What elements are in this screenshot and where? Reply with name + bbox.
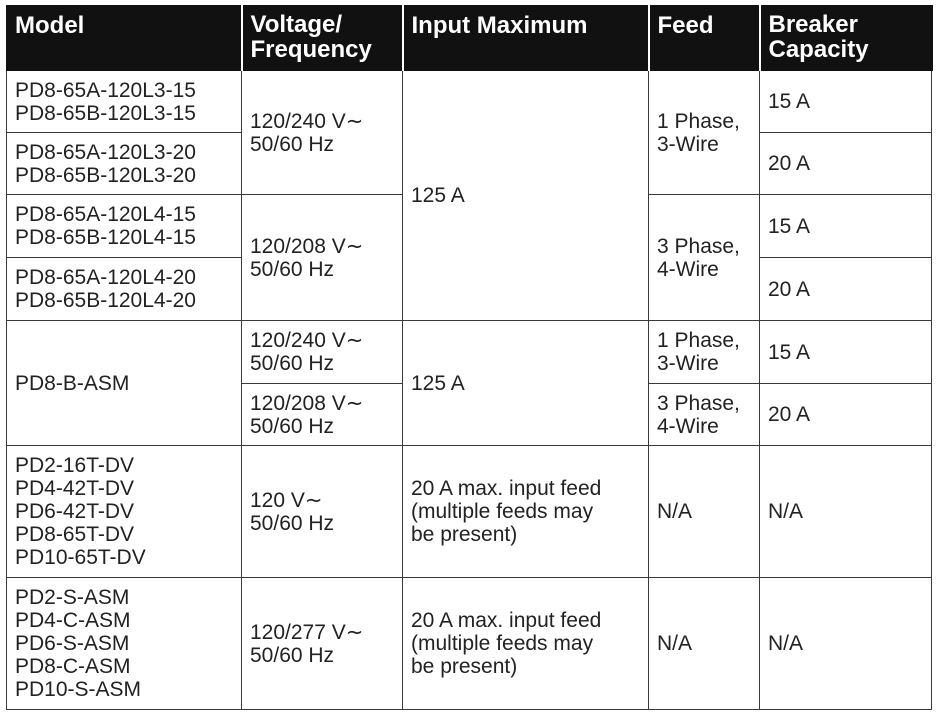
feed-cell: N/A	[648, 445, 760, 578]
voltage-cell: 120/277 V∼ 50/60 Hz	[241, 577, 403, 710]
feed-cell: N/A	[648, 577, 760, 710]
feed-cell: 1 Phase, 3-Wire	[648, 70, 760, 195]
header-input-maximum: Input Maximum	[402, 5, 650, 71]
voltage-cell: 120/240 V∼ 50/60 Hz	[241, 70, 403, 195]
input-cell: 125 A	[402, 70, 649, 321]
input-cell: 125 A	[402, 320, 649, 446]
breaker-cell: N/A	[759, 577, 932, 710]
model-cell: PD8-B-ASM	[6, 320, 242, 446]
table-row: PD2-S-ASM PD4-C-ASM PD6-S-ASM PD8-C-ASM PD10…	[6, 577, 932, 710]
voltage-cell: 120/208 V∼ 50/60 Hz	[241, 194, 403, 321]
model-cell: PD8-65A-120L3-15 PD8-65B-120L3-15	[6, 70, 242, 133]
breaker-cell: 20 A	[759, 383, 932, 446]
table-row: PD8-B-ASM 120/240 V∼ 50/60 Hz 125 A 1 Pha…	[6, 320, 932, 446]
model-cell: PD2-S-ASM PD4-C-ASM PD6-S-ASM PD8-C-ASM PD10…	[6, 577, 242, 710]
input-cell: 20 A max. input feed (multiple feeds may b…	[402, 445, 649, 578]
model-cell: PD8-65A-120L4-20 PD8-65B-120L4-20	[6, 257, 242, 321]
table-row: PD8-65A-120L4-20 PD8-65B-120L4-20 20 A	[6, 257, 932, 321]
voltage-cell: 120 V∼ 50/60 Hz	[241, 445, 403, 578]
breaker-cell: N/A	[759, 445, 932, 578]
table-row: PD8-65A-120L4-15 PD8-65B-120L4-15 120/208…	[6, 194, 932, 321]
header-feed: Feed	[648, 5, 761, 71]
header-row: Model Voltage/Frequency Input Maximum Fe…	[6, 5, 933, 71]
feed-cell: 3 Phase, 4-Wire	[648, 383, 760, 446]
power-spec-table: Model Voltage/Frequency Input Maximum Fe…	[6, 5, 933, 710]
model-cell: PD2-16T-DV PD4-42T-DV PD6-42T-DV PD8-65T-DV…	[6, 445, 242, 578]
voltage-cell: 120/208 V∼ 50/60 Hz	[241, 383, 403, 446]
feed-cell: 1 Phase, 3-Wire	[648, 320, 760, 384]
header-voltage: Voltage/Frequency	[241, 5, 404, 71]
breaker-cell: 15 A	[759, 194, 932, 258]
table-row: PD8-65A-120L3-20 PD8-65B-120L3-20 20 A	[6, 132, 932, 195]
breaker-cell: 15 A	[759, 320, 932, 384]
feed-cell: 3 Phase, 4-Wire	[648, 194, 760, 321]
breaker-cell: 20 A	[759, 257, 932, 321]
model-cell: PD8-65A-120L4-15 PD8-65B-120L4-15	[6, 194, 242, 258]
header-breaker-capacity: Breaker Capacity	[759, 5, 933, 71]
header-model: Model	[6, 5, 243, 71]
breaker-cell: 15 A	[759, 70, 932, 133]
table-row: PD2-16T-DV PD4-42T-DV PD6-42T-DV PD8-65T-DV…	[6, 445, 932, 578]
input-cell: 20 A max. input feed (multiple feeds may b…	[402, 577, 649, 710]
table-row: 120/208 V∼ 50/60 Hz 3 Phase, 4-Wire 20 A	[7, 383, 932, 446]
model-cell: PD8-65A-120L3-20 PD8-65B-120L3-20	[6, 132, 242, 195]
voltage-cell: 120/240 V∼ 50/60 Hz	[241, 320, 403, 384]
table-row: PD8-65A-120L3-15 PD8-65B-120L3-15 120/240…	[6, 70, 932, 321]
breaker-cell: 20 A	[759, 132, 932, 195]
